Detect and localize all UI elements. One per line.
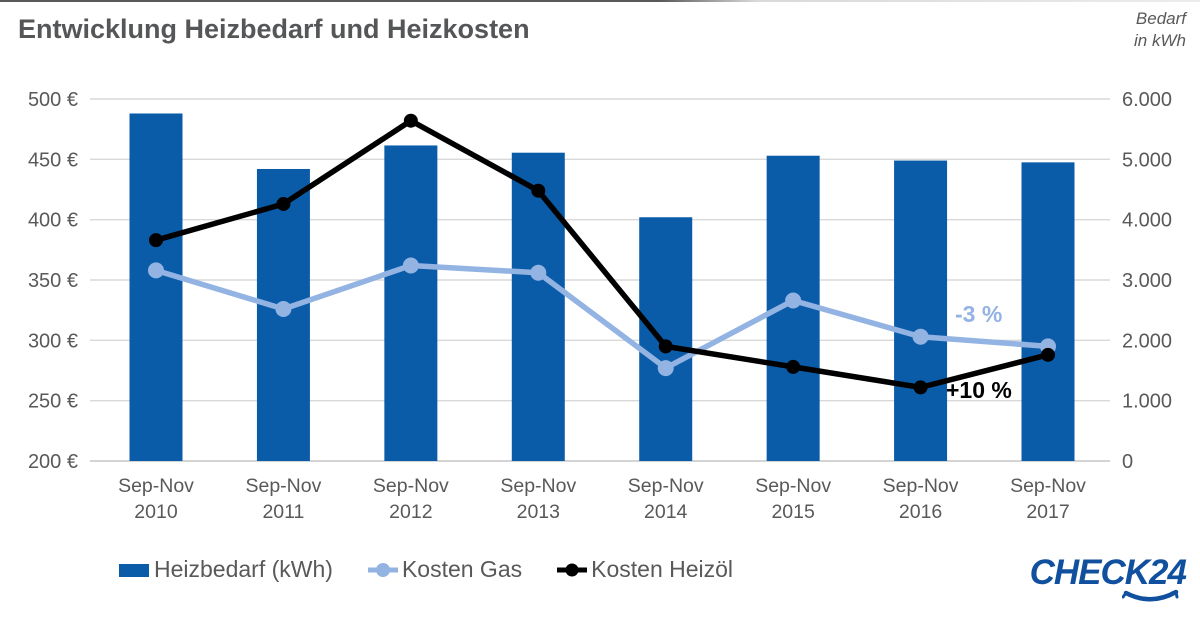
kosten-heizoel-point <box>1041 347 1056 362</box>
kosten-heizoel-point <box>913 380 928 395</box>
left-axis-tick-label: 300 € <box>28 330 78 352</box>
x-axis-label-period: Sep-Nov <box>245 475 321 497</box>
kosten-gas-point <box>785 292 802 309</box>
x-axis-label-year: 2012 <box>389 501 432 523</box>
kosten-gas-point <box>402 257 419 274</box>
x-axis-label-year: 2015 <box>771 501 815 523</box>
kosten-heizoel-point <box>531 183 546 198</box>
kosten-gas-point <box>148 262 164 279</box>
top-divider <box>0 0 1200 2</box>
x-axis-label-period: Sep-Nov <box>628 475 704 497</box>
right-axis-tick-label: 3.000 <box>1122 270 1172 292</box>
legend-item-heizoel: Kosten Heizöl <box>556 556 733 583</box>
right-axis-title-line2: in kWh <box>1134 31 1186 50</box>
combo-chart: 500 € 6.000 450 € 5.000 400 € 4.000 350 € 3.000… <box>28 89 1172 523</box>
kosten-gas-point <box>530 264 547 281</box>
gas-line-swatch-icon <box>367 562 398 577</box>
x-axis-label-year: 2011 <box>262 501 304 523</box>
x-axis-label-year: 2016 <box>899 501 942 523</box>
legend-item-gas: Kosten Gas <box>367 556 522 583</box>
legend-label-gas: Kosten Gas <box>401 556 523 582</box>
x-axis-label-year: 2013 <box>517 501 560 523</box>
kosten-gas-point <box>657 360 674 377</box>
check24-smile-arrow-icon <box>1122 589 1179 602</box>
check24-logo-text: CHECK24 <box>1029 553 1187 592</box>
x-axis-label-period: Sep-Nov <box>883 475 959 497</box>
heizbedarf-bar <box>639 217 693 461</box>
kosten-heizoel-point <box>786 359 801 374</box>
legend-label-heizbedarf: Heizbedarf (kWh) <box>154 556 333 582</box>
left-axis-tick-label: 500 € <box>28 89 78 111</box>
x-axis-label-period: Sep-Nov <box>500 475 576 497</box>
annotation-gas-change: -3 % <box>955 301 1003 327</box>
x-axis-label-year: 2010 <box>134 501 178 523</box>
annotation-oil-change: +10 % <box>946 377 1012 403</box>
right-axis-title: Bedarf in kWh <box>1134 8 1186 52</box>
left-axis-tick-label: 200 € <box>28 451 78 473</box>
legend-label-heizoel: Kosten Heizöl <box>591 556 734 582</box>
x-axis-label-year: 2017 <box>1026 501 1069 523</box>
left-axis-tick-label: 250 € <box>28 391 78 413</box>
right-axis-tick-label: 0 <box>1122 451 1133 473</box>
kosten-heizoel-point <box>276 196 291 211</box>
right-axis-tick-label: 4.000 <box>1122 210 1172 232</box>
x-axis-label-period: Sep-Nov <box>755 475 831 497</box>
legend-item-heizbedarf: Heizbedarf (kWh) <box>118 556 333 583</box>
heizbedarf-bar <box>384 145 438 461</box>
bar-swatch-icon <box>119 563 149 577</box>
x-axis-label-period: Sep-Nov <box>1010 475 1086 497</box>
kosten-gas-line <box>153 262 1051 371</box>
right-axis-tick-label: 2.000 <box>1122 330 1172 352</box>
chart-legend: Heizbedarf (kWh) Kosten Gas Kosten Heizö… <box>118 556 733 583</box>
kosten-heizoel-point <box>403 113 418 128</box>
left-axis-tick-label: 400 € <box>28 210 78 232</box>
right-axis-tick-label: 1.000 <box>1122 391 1172 413</box>
right-axis-tick-label: 5.000 <box>1122 149 1172 171</box>
left-axis-tick-label: 350 € <box>28 270 78 292</box>
check24-logo: CHECK24 <box>1006 553 1187 608</box>
kosten-gas-point <box>275 300 292 317</box>
x-axis-label-period: Sep-Nov <box>118 475 194 497</box>
right-axis-tick-label: 6.000 <box>1122 89 1172 111</box>
page-title: Entwicklung Heizbedarf und Heizkosten <box>18 14 530 44</box>
kosten-heizoel-point <box>149 233 163 248</box>
right-axis-title-line1: Bedarf <box>1135 9 1186 28</box>
x-axis-label-year: 2014 <box>644 501 688 523</box>
heizbedarf-bar <box>894 160 948 462</box>
left-axis-tick-label: 450 € <box>28 149 78 171</box>
heizbedarf-bar <box>129 113 183 461</box>
kosten-heizoel-line <box>153 117 1051 391</box>
kosten-gas-point <box>912 328 929 345</box>
oil-line-swatch-icon <box>557 563 588 576</box>
heizbedarf-bar <box>511 152 565 462</box>
heizbedarf-bar <box>1021 162 1075 461</box>
kosten-heizoel-point <box>658 339 673 354</box>
x-axis-label-period: Sep-Nov <box>373 475 449 497</box>
